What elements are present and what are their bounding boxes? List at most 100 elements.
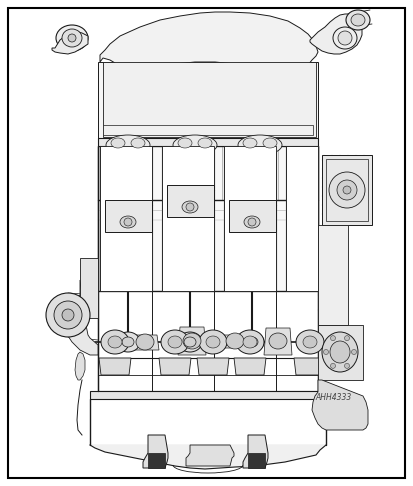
Ellipse shape [178,332,202,352]
Ellipse shape [305,139,311,145]
Bar [103,62,316,137]
Ellipse shape [343,186,351,194]
Bar [98,138,318,146]
Polygon shape [312,380,368,430]
Ellipse shape [120,216,136,228]
Ellipse shape [199,330,227,354]
Ellipse shape [46,293,90,337]
Ellipse shape [248,218,256,226]
Ellipse shape [168,336,182,348]
Polygon shape [90,445,326,469]
Ellipse shape [243,138,257,148]
Ellipse shape [124,218,132,226]
Bar [103,125,313,135]
Ellipse shape [351,349,356,354]
Ellipse shape [329,172,365,208]
Ellipse shape [351,14,365,26]
Ellipse shape [161,330,189,354]
Bar [100,146,152,291]
Ellipse shape [322,332,358,372]
Ellipse shape [296,330,324,354]
Polygon shape [221,335,249,348]
Ellipse shape [56,25,88,51]
Ellipse shape [186,203,194,211]
Polygon shape [143,435,168,468]
Ellipse shape [333,27,357,49]
Polygon shape [100,12,318,69]
Ellipse shape [105,139,111,145]
Ellipse shape [244,216,260,228]
Ellipse shape [108,336,122,348]
Ellipse shape [101,330,129,354]
Polygon shape [248,453,265,468]
Ellipse shape [344,364,349,368]
Ellipse shape [62,29,82,47]
Ellipse shape [182,201,198,213]
Ellipse shape [337,180,357,200]
Ellipse shape [106,135,150,155]
Text: AHH4333: AHH4333 [315,393,351,402]
Ellipse shape [240,332,264,352]
Bar [98,146,318,291]
Polygon shape [264,328,292,355]
Ellipse shape [330,341,350,363]
Polygon shape [197,358,229,375]
Ellipse shape [116,332,140,352]
Bar [326,159,368,221]
Ellipse shape [142,139,148,145]
Ellipse shape [236,330,264,354]
Ellipse shape [68,34,76,42]
Bar [176,66,188,70]
Bar [80,258,98,318]
Ellipse shape [252,139,258,145]
Bar [229,200,276,232]
Polygon shape [310,14,362,54]
Ellipse shape [344,336,349,341]
Bar [200,66,212,70]
Ellipse shape [54,301,82,329]
Bar [156,66,168,70]
Ellipse shape [217,139,223,145]
Ellipse shape [162,139,168,145]
Ellipse shape [246,337,258,347]
Ellipse shape [197,139,203,145]
Polygon shape [75,352,85,380]
Ellipse shape [122,337,134,347]
Ellipse shape [338,31,352,45]
Polygon shape [186,445,234,466]
Bar [98,62,318,140]
Ellipse shape [111,138,125,148]
Ellipse shape [184,337,196,347]
Bar [318,225,348,325]
Ellipse shape [183,333,201,349]
Polygon shape [178,327,206,355]
Bar [224,146,276,291]
Ellipse shape [263,138,277,148]
Polygon shape [131,335,159,350]
Bar [220,66,232,70]
Ellipse shape [272,139,278,145]
Bar [90,391,326,399]
Ellipse shape [238,135,282,155]
Ellipse shape [173,135,217,155]
Polygon shape [294,358,326,375]
Ellipse shape [243,336,257,348]
Bar [318,325,363,380]
Ellipse shape [346,10,370,30]
Ellipse shape [198,138,212,148]
Ellipse shape [323,349,328,354]
Ellipse shape [330,336,335,341]
Polygon shape [65,280,98,355]
Bar [244,66,256,70]
Ellipse shape [330,364,335,368]
Ellipse shape [206,336,220,348]
Polygon shape [99,358,131,375]
Bar [322,155,372,225]
Ellipse shape [62,309,74,321]
Ellipse shape [269,333,287,349]
Bar [98,291,318,391]
Ellipse shape [178,138,192,148]
Polygon shape [234,358,266,375]
Ellipse shape [136,334,154,350]
Polygon shape [243,435,268,468]
